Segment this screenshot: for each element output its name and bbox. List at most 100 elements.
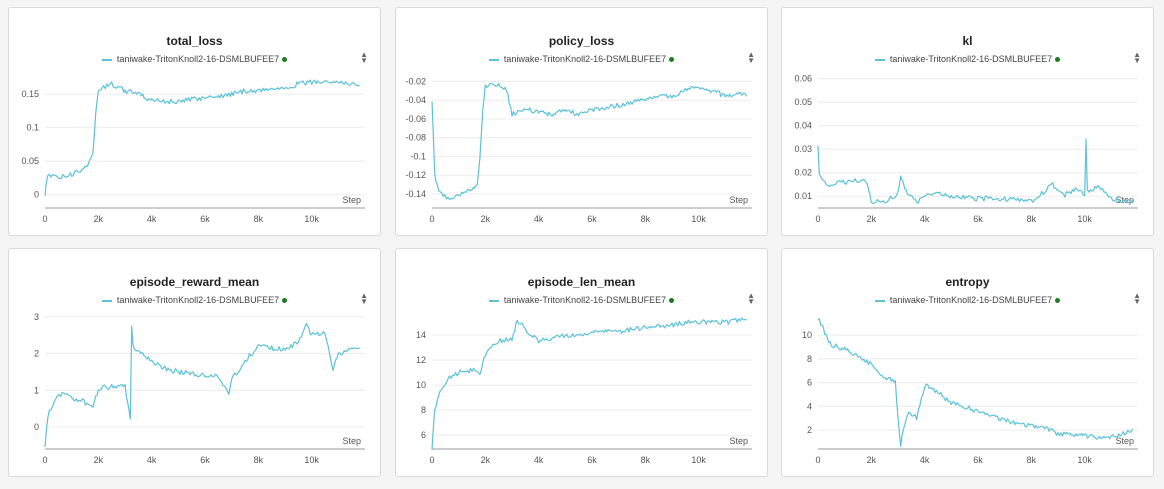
y-tick-label: 12 bbox=[416, 355, 426, 365]
series-line[interactable] bbox=[431, 317, 747, 450]
x-tick-label: 6k bbox=[587, 455, 597, 465]
x-tick-label: 8k bbox=[254, 455, 264, 465]
x-tick-label: 6k bbox=[973, 455, 983, 465]
legend-series-name: taniwake-TritonKnoll2-16-DSMLBUFEE7 bbox=[889, 295, 1053, 305]
x-tick-label: 4k bbox=[147, 214, 157, 224]
x-tick-label: 0 bbox=[815, 455, 820, 465]
x-tick-label: 4k bbox=[534, 455, 544, 465]
sort-chevrons-icon[interactable]: ▲ ▼ bbox=[360, 50, 368, 65]
series-line[interactable] bbox=[44, 79, 360, 196]
x-tick-label: 10k bbox=[691, 214, 706, 224]
run-status-dot-icon bbox=[669, 57, 675, 63]
y-tick-label: 0.05 bbox=[794, 97, 812, 107]
legend-swatch bbox=[488, 299, 499, 302]
y-tick-label: 10 bbox=[416, 380, 426, 390]
sort-chevrons-icon[interactable]: ▲ ▼ bbox=[360, 291, 368, 306]
x-tick-label: 6k bbox=[587, 214, 597, 224]
sort-chevrons-icon[interactable]: ▲ ▼ bbox=[1133, 50, 1141, 65]
series-line[interactable] bbox=[44, 323, 360, 448]
chart-legend[interactable]: taniwake-TritonKnoll2-16-DSMLBUFEE7 bbox=[9, 295, 380, 305]
chart-panel-policy-loss: -0.14 -0.12 -0.1 -0.08 -0.06 -0.04 -0.02 0 2k 4k 6… bbox=[395, 7, 768, 236]
chart-legend[interactable]: taniwake-TritonKnoll2-16-DSMLBUFEE7 bbox=[782, 54, 1153, 64]
chart-legend[interactable]: taniwake-TritonKnoll2-16-DSMLBUFEE7 bbox=[396, 295, 767, 305]
run-status-dot-icon bbox=[669, 298, 675, 304]
y-tick-label: 14 bbox=[416, 330, 426, 340]
chart-panel-total-loss: 0 0.05 0.1 0.15 0 2k 4k 6k 8k 10k Step total_loss ta… bbox=[8, 7, 381, 236]
x-tick-label: 0 bbox=[42, 455, 47, 465]
chart-plot-area: 0 1 2 3 0 2k 4k 6k 8k 10k Step bbox=[34, 312, 365, 465]
chart-title: kl bbox=[962, 34, 973, 48]
series-line[interactable] bbox=[431, 82, 748, 201]
x-axis-label: Step bbox=[342, 195, 361, 205]
y-tick-label: 0.04 bbox=[794, 121, 812, 131]
y-tick-label: 0 bbox=[34, 422, 39, 432]
chart-plot-area: 6 8 10 12 14 0 2k 4k 6k 8k 10k Step bbox=[416, 317, 752, 465]
x-tick-label: 8k bbox=[641, 455, 651, 465]
chart-legend[interactable]: taniwake-TritonKnoll2-16-DSMLBUFEE7 bbox=[9, 54, 380, 64]
y-tick-label: -0.08 bbox=[405, 133, 426, 143]
y-tick-label: 8 bbox=[807, 354, 812, 364]
y-tick-label: 8 bbox=[421, 405, 426, 415]
x-tick-label: 8k bbox=[1027, 455, 1037, 465]
x-tick-label: 4k bbox=[920, 214, 930, 224]
y-tick-label: 0 bbox=[34, 190, 39, 200]
x-tick-label: 8k bbox=[1027, 214, 1037, 224]
chart-panel-entropy: 2 4 6 8 10 0 2k 4k 6k 8k 10k Step entropy taniwake-Tr… bbox=[781, 248, 1154, 477]
x-tick-label: 2k bbox=[94, 455, 104, 465]
chart-title: policy_loss bbox=[548, 34, 615, 48]
legend-swatch bbox=[874, 58, 885, 61]
legend-series-name: taniwake-TritonKnoll2-16-DSMLBUFEE7 bbox=[889, 54, 1053, 64]
x-tick-label: 4k bbox=[534, 214, 544, 224]
x-tick-label: 2k bbox=[867, 455, 877, 465]
chart-panel-episode-len-mean: 6 8 10 12 14 0 2k 4k 6k 8k 10k Step episode_len_mean… bbox=[395, 248, 768, 477]
chart-plot-area: 0 0.05 0.1 0.15 0 2k 4k 6k 8k 10k Step bbox=[21, 79, 365, 224]
x-tick-label: 6k bbox=[973, 214, 983, 224]
x-tick-label: 4k bbox=[147, 455, 157, 465]
y-tick-label: 0.15 bbox=[21, 89, 39, 99]
y-tick-label: -0.14 bbox=[405, 189, 426, 199]
sort-chevrons-icon[interactable]: ▲ ▼ bbox=[747, 291, 755, 306]
legend-series-name: taniwake-TritonKnoll2-16-DSMLBUFEE7 bbox=[116, 54, 280, 64]
y-tick-label: 2 bbox=[34, 349, 39, 359]
x-tick-label: 2k bbox=[94, 214, 104, 224]
chart-title: episode_len_mean bbox=[527, 275, 636, 289]
x-tick-label: 0 bbox=[429, 455, 434, 465]
legend-swatch bbox=[101, 58, 112, 61]
sort-chevrons-icon[interactable]: ▲ ▼ bbox=[747, 50, 755, 65]
x-tick-label: 6k bbox=[200, 455, 210, 465]
run-status-dot-icon bbox=[1055, 298, 1061, 304]
x-tick-label: 2k bbox=[867, 214, 877, 224]
y-tick-label: 0.1 bbox=[26, 123, 39, 133]
y-tick-label: 0.06 bbox=[794, 74, 812, 84]
legend-series-name: taniwake-TritonKnoll2-16-DSMLBUFEE7 bbox=[116, 295, 280, 305]
y-tick-label: 0.05 bbox=[21, 156, 39, 166]
run-status-dot-icon bbox=[282, 57, 288, 63]
legend-swatch bbox=[488, 58, 499, 61]
x-axis-label: Step bbox=[342, 436, 361, 446]
series-line[interactable] bbox=[817, 138, 1133, 204]
x-axis-label: Step bbox=[729, 195, 748, 205]
chart-legend[interactable]: taniwake-TritonKnoll2-16-DSMLBUFEE7 bbox=[396, 54, 767, 64]
y-tick-label: -0.02 bbox=[405, 76, 426, 86]
chart-legend[interactable]: taniwake-TritonKnoll2-16-DSMLBUFEE7 bbox=[782, 295, 1153, 305]
series-line[interactable] bbox=[817, 318, 1134, 447]
x-axis-label: Step bbox=[1115, 436, 1134, 446]
y-tick-label: 2 bbox=[807, 425, 812, 435]
y-tick-label: 3 bbox=[34, 312, 39, 322]
y-tick-label: 0.03 bbox=[794, 144, 812, 154]
y-tick-label: 6 bbox=[421, 430, 426, 440]
chart-plot-area: 2 4 6 8 10 0 2k 4k 6k 8k 10k Step bbox=[802, 318, 1138, 465]
x-tick-label: 10k bbox=[1077, 214, 1092, 224]
chart-title: total_loss bbox=[166, 34, 223, 48]
chart-plot-area: -0.14 -0.12 -0.1 -0.08 -0.06 -0.04 -0.02 0 2k 4k 6… bbox=[405, 76, 752, 224]
x-tick-label: 2k bbox=[481, 214, 491, 224]
x-tick-label: 6k bbox=[200, 214, 210, 224]
x-tick-label: 10k bbox=[304, 455, 319, 465]
sort-chevrons-icon[interactable]: ▲ ▼ bbox=[1133, 291, 1141, 306]
y-tick-label: 0.01 bbox=[794, 191, 812, 201]
chart-title: entropy bbox=[945, 275, 990, 289]
legend-series-name: taniwake-TritonKnoll2-16-DSMLBUFEE7 bbox=[503, 295, 667, 305]
chart-title: episode_reward_mean bbox=[129, 275, 260, 289]
